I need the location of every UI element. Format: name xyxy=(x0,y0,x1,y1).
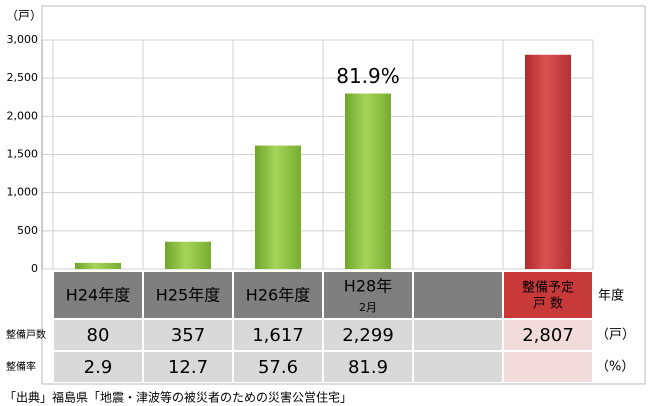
cell-text: 80 xyxy=(87,325,110,346)
x-tick-label: H25年度 xyxy=(156,286,220,305)
cell-text: 1,617 xyxy=(252,325,304,346)
bar xyxy=(525,54,571,270)
row-label: 整備率 xyxy=(6,360,36,373)
cell-text: 2,299 xyxy=(342,325,394,346)
x-tick-label: H24年度 xyxy=(66,286,130,305)
y-tick-label: 500 xyxy=(17,224,38,237)
y-tick-label: 3,000 xyxy=(7,33,39,46)
table-cell xyxy=(414,352,502,382)
x-tick-label: 戸 数 xyxy=(533,297,563,312)
header-cell xyxy=(234,272,322,318)
y-tick-label: 1,500 xyxy=(7,148,39,161)
cell-text: 57.6 xyxy=(258,357,298,378)
header-cell xyxy=(54,272,142,318)
header-unit: 年度 xyxy=(598,288,624,304)
table-cell xyxy=(234,320,322,350)
table-cell xyxy=(414,320,502,350)
header-cell xyxy=(414,272,502,318)
table-cell xyxy=(504,320,592,350)
cell-text: 2.9 xyxy=(84,357,113,378)
table-cell xyxy=(144,320,232,350)
table-cell xyxy=(324,352,412,382)
bar xyxy=(345,93,391,269)
bar xyxy=(75,262,121,269)
table-cell xyxy=(324,320,412,350)
source: 「出典」福島県「地震・津波等の被災者のための災害公営住宅」 xyxy=(4,390,352,405)
header-cell xyxy=(144,272,232,318)
row-unit: （戸） xyxy=(596,328,635,343)
y-tick-label: 0 xyxy=(31,262,38,275)
x-tick-label: H28年 xyxy=(344,277,392,296)
cell-text: 81.9 xyxy=(348,357,388,378)
table-cell xyxy=(54,320,142,350)
annotation: 81.9% xyxy=(336,64,400,88)
header-cell xyxy=(504,272,592,318)
table-cell xyxy=(54,352,142,382)
x-tick-label: 整備予定 xyxy=(522,280,574,296)
y-tick-label: 1,000 xyxy=(7,186,39,199)
table-cell xyxy=(504,352,592,382)
row-label: 整備戸数 xyxy=(6,328,46,341)
row-unit: （%） xyxy=(596,360,634,375)
y-unit: （戸） xyxy=(6,9,42,23)
cell-text: 357 xyxy=(171,325,205,346)
bar xyxy=(165,241,211,269)
table-cell xyxy=(234,352,322,382)
bar xyxy=(255,145,301,269)
y-tick-label: 2,500 xyxy=(7,71,39,84)
x-tick-label: H26年度 xyxy=(246,286,310,305)
cell-text: 2,807 xyxy=(522,325,574,346)
x-tick-label: 2月 xyxy=(359,301,377,314)
cell-text: 12.7 xyxy=(168,357,208,378)
y-tick-label: 2,000 xyxy=(7,109,39,122)
header-cell xyxy=(324,272,412,318)
table-cell xyxy=(144,352,232,382)
